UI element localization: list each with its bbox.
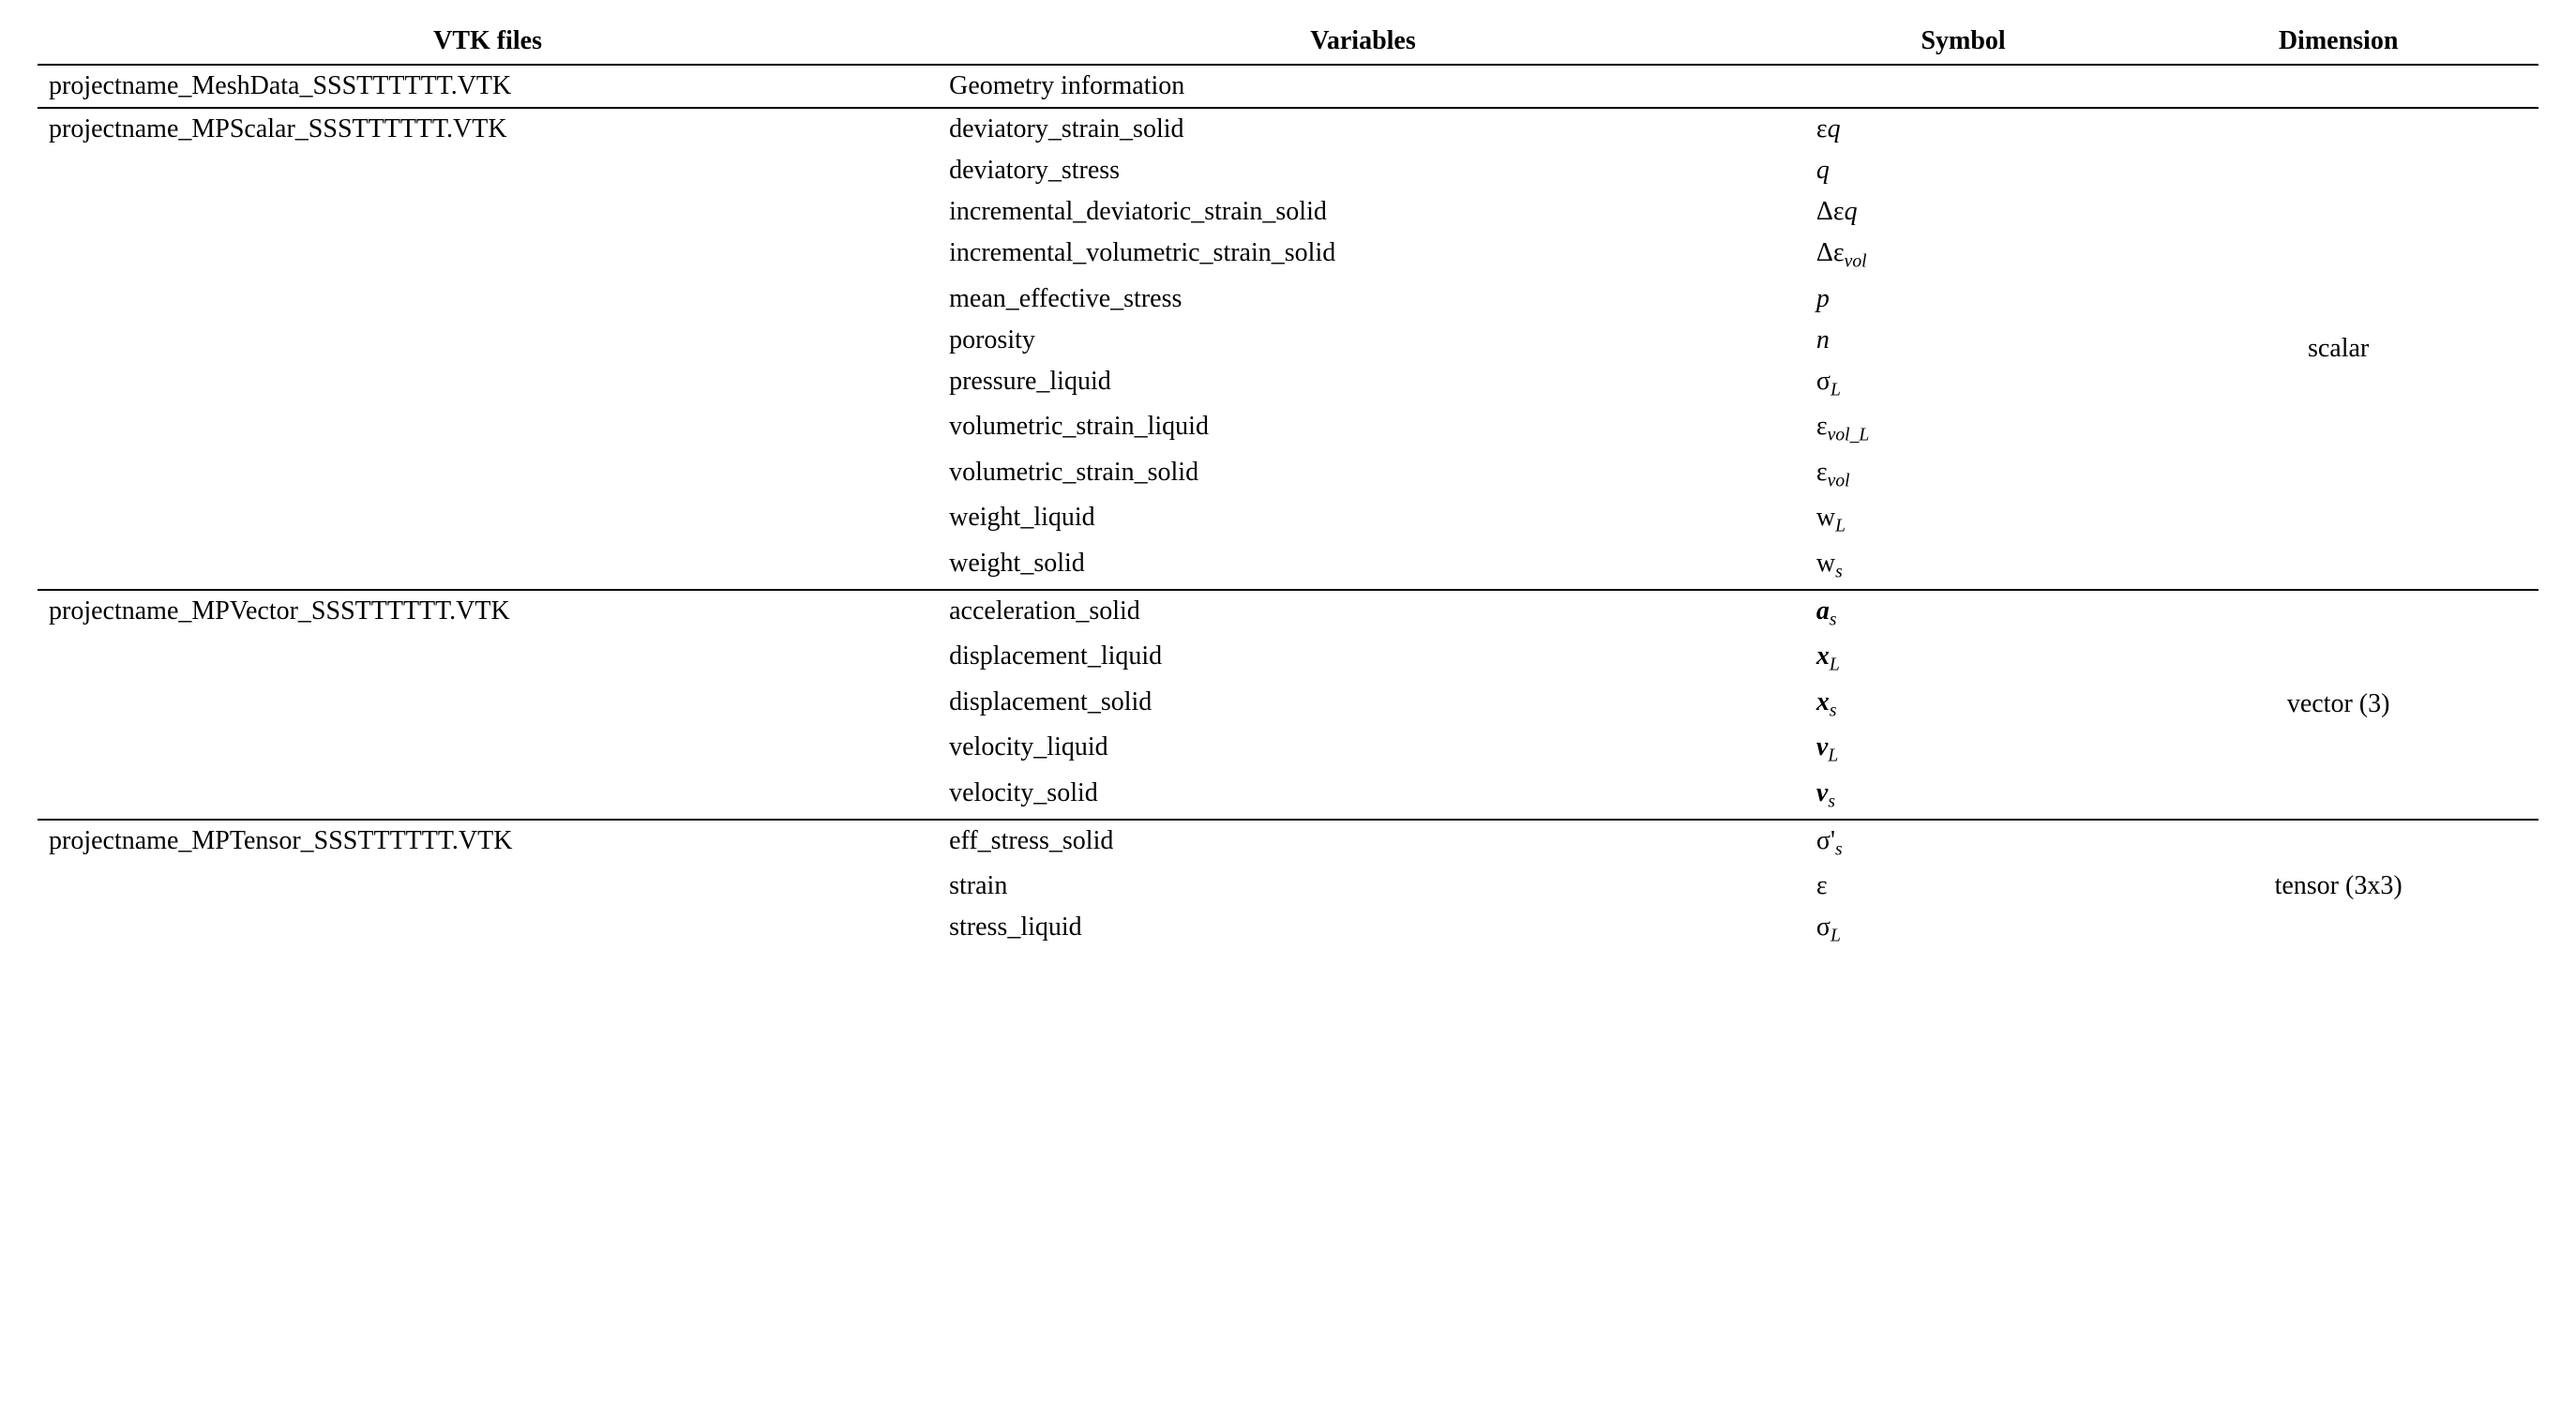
variable-cell: porosity	[938, 320, 1788, 361]
dimension-cell	[2138, 65, 2538, 108]
variable-cell: incremental_volumetric_strain_solid	[938, 233, 1788, 279]
symbol-cell: Δεvol	[1788, 233, 2138, 279]
variable-cell: velocity_liquid	[938, 727, 1788, 773]
variable-cell: pressure_liquid	[938, 361, 1788, 407]
symbol-cell: q	[1788, 150, 2138, 191]
vtk-table: VTK files Variables Symbol Dimension pro…	[38, 19, 2538, 953]
dimension-cell: vector (3)	[2138, 590, 2538, 820]
variable-cell: displacement_liquid	[938, 636, 1788, 682]
variable-cell: eff_stress_solid	[938, 820, 1788, 867]
symbol-cell: εvol	[1788, 452, 2138, 498]
symbol-cell: Δεq	[1788, 191, 2138, 233]
symbol-cell: εvol_L	[1788, 406, 2138, 452]
symbol-cell: wL	[1788, 497, 2138, 543]
variable-cell: acceleration_solid	[938, 590, 1788, 637]
variable-cell: weight_solid	[938, 543, 1788, 590]
header-sym: Symbol	[1788, 19, 2138, 65]
symbol-cell: ε	[1788, 866, 2138, 907]
symbol-cell: σ's	[1788, 820, 2138, 867]
variable-cell: Geometry information	[938, 65, 1788, 108]
symbol-cell: xs	[1788, 682, 2138, 728]
header-vars: Variables	[938, 19, 1788, 65]
symbol-cell: ws	[1788, 543, 2138, 590]
variable-cell: deviatory_strain_solid	[938, 108, 1788, 150]
symbol-cell: p	[1788, 279, 2138, 320]
variable-cell: volumetric_strain_solid	[938, 452, 1788, 498]
symbol-cell: σL	[1788, 361, 2138, 407]
symbol-cell: σL	[1788, 907, 2138, 953]
symbol-cell: n	[1788, 320, 2138, 361]
vtk-file-cell: projectname_MPTensor_SSSTTTTTT.VTK	[38, 820, 938, 953]
symbol-cell	[1788, 65, 2138, 108]
table-row: projectname_MeshData_SSSTTTTTT.VTKGeomet…	[38, 65, 2538, 108]
variable-cell: velocity_solid	[938, 773, 1788, 820]
variable-cell: displacement_solid	[938, 682, 1788, 728]
header-vtk: VTK files	[38, 19, 938, 65]
header-row: VTK files Variables Symbol Dimension	[38, 19, 2538, 65]
dimension-cell: tensor (3x3)	[2138, 820, 2538, 953]
variable-cell: volumetric_strain_liquid	[938, 406, 1788, 452]
variable-cell: strain	[938, 866, 1788, 907]
variable-cell: stress_liquid	[938, 907, 1788, 953]
symbol-cell: vs	[1788, 773, 2138, 820]
variable-cell: mean_effective_stress	[938, 279, 1788, 320]
variable-cell: weight_liquid	[938, 497, 1788, 543]
variable-cell: deviatory_stress	[938, 150, 1788, 191]
symbol-cell: εq	[1788, 108, 2138, 150]
header-dim: Dimension	[2138, 19, 2538, 65]
table-row: projectname_MPTensor_SSSTTTTTT.VTKeff_st…	[38, 820, 2538, 867]
variable-cell: incremental_deviatoric_strain_solid	[938, 191, 1788, 233]
table-body: projectname_MeshData_SSSTTTTTT.VTKGeomet…	[38, 65, 2538, 953]
table-row: projectname_MPScalar_SSSTTTTTT.VTKdeviat…	[38, 108, 2538, 150]
table-row: projectname_MPVector_SSSTTTTTT.VTKaccele…	[38, 590, 2538, 637]
vtk-file-cell: projectname_MeshData_SSSTTTTTT.VTK	[38, 65, 938, 108]
symbol-cell: xL	[1788, 636, 2138, 682]
dimension-cell: scalar	[2138, 108, 2538, 590]
vtk-file-cell: projectname_MPVector_SSSTTTTTT.VTK	[38, 590, 938, 820]
symbol-cell: as	[1788, 590, 2138, 637]
symbol-cell: vL	[1788, 727, 2138, 773]
vtk-file-cell: projectname_MPScalar_SSSTTTTTT.VTK	[38, 108, 938, 590]
